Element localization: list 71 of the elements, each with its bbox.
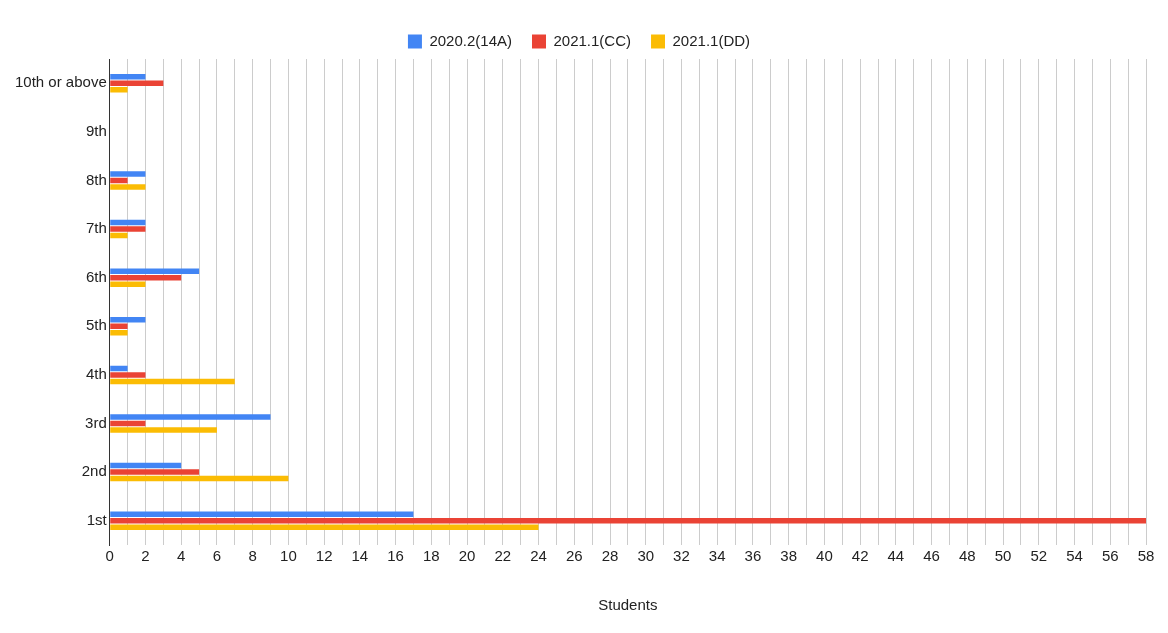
x-tick-label: 38 bbox=[780, 547, 798, 565]
y-tick-label: 8th bbox=[85, 170, 107, 188]
y-tick-label: 3rd bbox=[85, 413, 107, 431]
x-tick-label: 20 bbox=[458, 547, 476, 565]
bar bbox=[110, 87, 128, 93]
bar bbox=[110, 420, 146, 427]
x-tick-label: 46 bbox=[923, 547, 940, 565]
y-tick-label: 7th bbox=[85, 219, 107, 237]
bar bbox=[110, 475, 289, 482]
x-tick-label: 32 bbox=[673, 547, 690, 565]
x-tick-label: 36 bbox=[744, 547, 762, 565]
bar bbox=[110, 317, 146, 323]
x-tick-label: 6 bbox=[212, 547, 222, 565]
y-tick-label: 1st bbox=[86, 510, 108, 528]
x-tick-label: 2 bbox=[141, 547, 150, 565]
x-tick-label: 16 bbox=[387, 547, 404, 565]
legend-label: 2021.1(DD) bbox=[672, 31, 751, 49]
x-tick-label: 58 bbox=[1137, 547, 1155, 565]
bar bbox=[110, 226, 146, 232]
bar bbox=[110, 365, 128, 372]
x-tick-label: 30 bbox=[637, 547, 655, 565]
bar bbox=[110, 427, 217, 433]
bar bbox=[110, 469, 200, 475]
bar bbox=[110, 517, 1146, 524]
x-tick-label: 0 bbox=[105, 547, 114, 565]
bar bbox=[110, 462, 182, 469]
x-tick-label: 48 bbox=[958, 547, 976, 565]
x-tick-label: 24 bbox=[530, 547, 547, 565]
x-tick-label: 18 bbox=[422, 547, 440, 565]
x-tick-label: 52 bbox=[1030, 547, 1048, 565]
bar bbox=[110, 330, 128, 336]
x-tick-label: 22 bbox=[494, 547, 512, 565]
bar bbox=[110, 378, 235, 385]
bar bbox=[110, 80, 164, 87]
bar bbox=[110, 171, 146, 177]
x-tick-label: 4 bbox=[177, 547, 186, 565]
legend-label: 2020.2(14A) bbox=[429, 31, 512, 49]
bar bbox=[110, 414, 271, 420]
bar bbox=[110, 281, 146, 287]
y-tick-label: 10th or above bbox=[14, 73, 107, 91]
x-tick-label: 40 bbox=[816, 547, 833, 565]
x-tick-label: 8 bbox=[248, 547, 257, 565]
x-tick-label: 14 bbox=[351, 547, 369, 565]
bar bbox=[110, 219, 146, 226]
bar bbox=[110, 177, 128, 184]
bar bbox=[110, 184, 146, 190]
y-tick-label: 4th bbox=[85, 365, 107, 383]
y-tick-label: 2nd bbox=[81, 462, 107, 480]
x-tick-label: 50 bbox=[994, 547, 1012, 565]
y-tick-label: 6th bbox=[85, 267, 107, 285]
x-tick-label: 28 bbox=[601, 547, 619, 565]
x-tick-label: 56 bbox=[1101, 547, 1119, 565]
x-tick-label: 26 bbox=[565, 547, 583, 565]
bar bbox=[110, 268, 200, 274]
bar bbox=[110, 524, 539, 530]
bar bbox=[110, 74, 146, 80]
bar bbox=[110, 323, 128, 330]
bar bbox=[110, 232, 128, 239]
x-tick-label: 12 bbox=[315, 547, 333, 565]
x-tick-label: 44 bbox=[887, 547, 905, 565]
x-tick-label: 34 bbox=[708, 547, 726, 565]
x-axis-title: Students bbox=[598, 596, 658, 614]
x-tick-label: 54 bbox=[1066, 547, 1083, 565]
x-tick-label: 42 bbox=[851, 547, 869, 565]
y-tick-label: 9th bbox=[85, 122, 107, 140]
bar bbox=[110, 511, 414, 517]
y-tick-label: 5th bbox=[85, 316, 107, 334]
x-tick-label: 10 bbox=[280, 547, 297, 565]
bar bbox=[110, 274, 182, 281]
bar bbox=[110, 372, 146, 378]
legend-label: 2021.1(CC) bbox=[553, 31, 632, 49]
